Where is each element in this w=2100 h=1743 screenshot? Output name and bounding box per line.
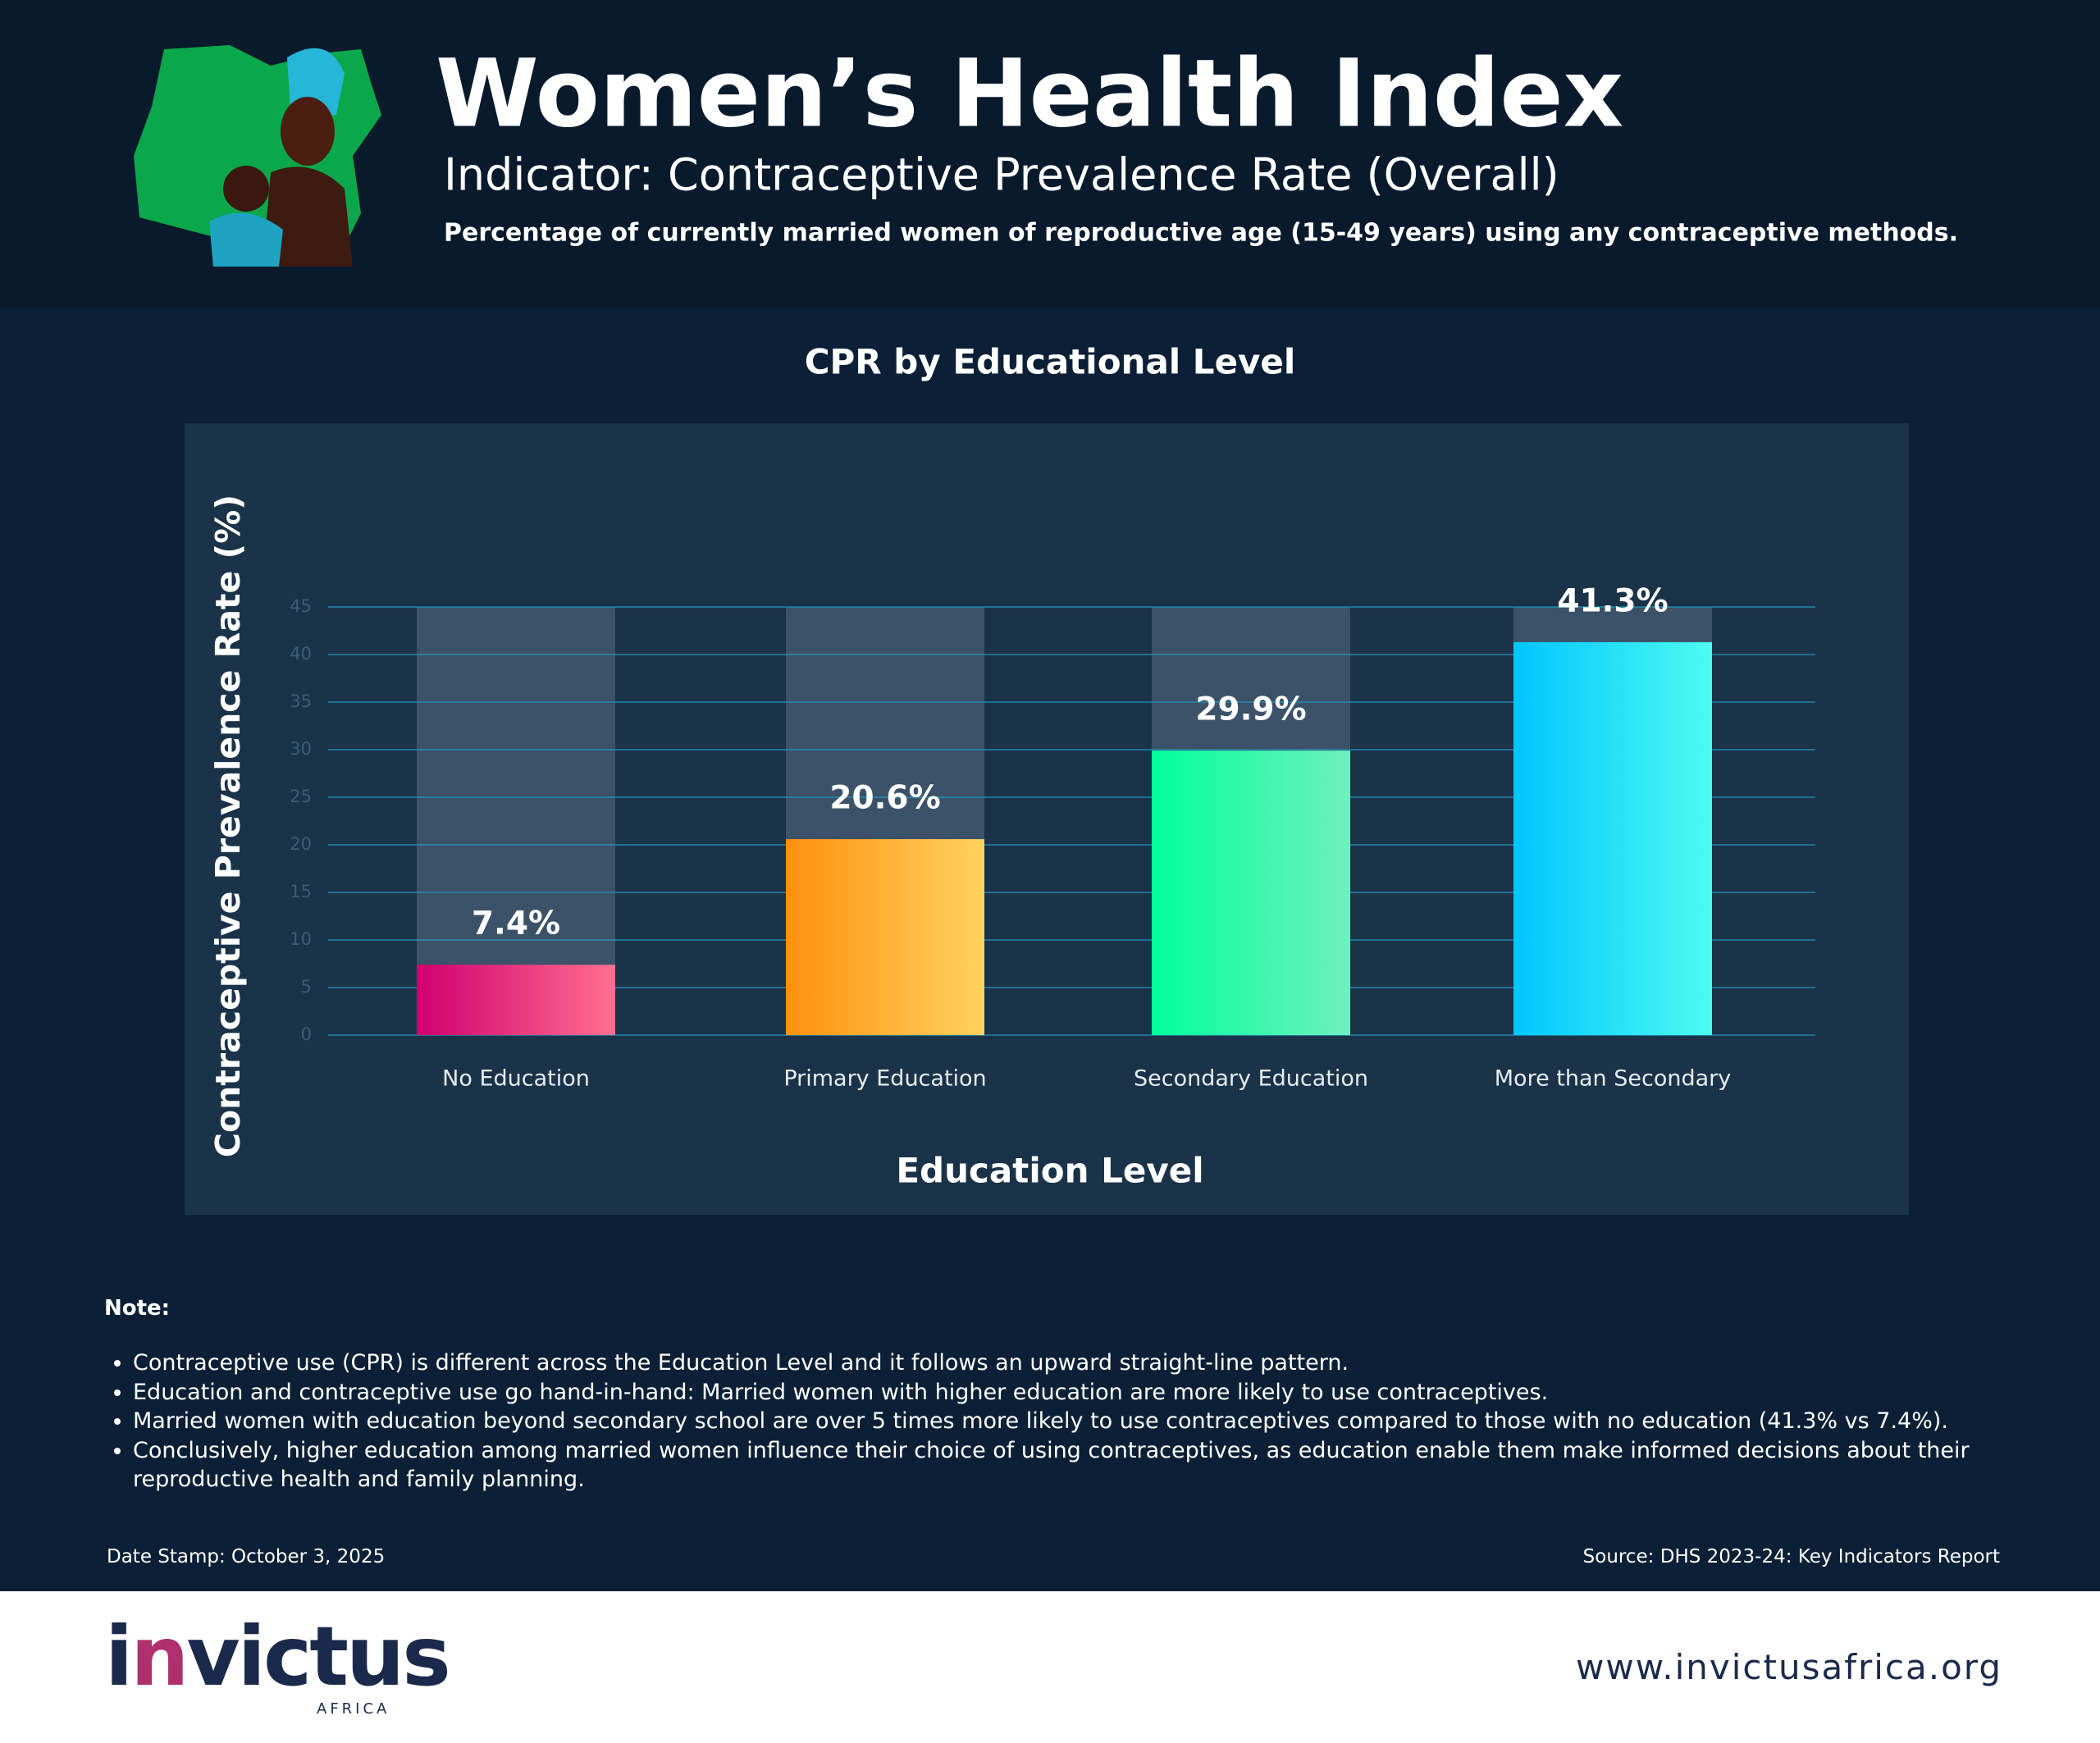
- source: Source: DHS 2023-24: Key Indicators Repo…: [1582, 1546, 2000, 1567]
- y-tick-label: 25: [290, 787, 312, 806]
- note-item: Married women with education beyond seco…: [133, 1407, 2007, 1436]
- note-item: Conclusively, higher education among mar…: [133, 1436, 2007, 1494]
- x-tick-label: Primary Education: [783, 1066, 986, 1092]
- page-title: Women’s Health Index: [436, 39, 1623, 148]
- chart-title: CPR by Educational Level: [805, 342, 1296, 382]
- illustration: [134, 45, 381, 267]
- value-label: 20.6%: [829, 780, 940, 817]
- y-tick-label: 10: [290, 929, 312, 949]
- y-tick-label: 35: [290, 691, 312, 711]
- y-axis-label: Contraceptive Prevalence Rate (%): [208, 495, 248, 1157]
- x-tick-label: More than Secondary: [1495, 1066, 1731, 1092]
- notes-list: Contraceptive use (CPR) is different acr…: [104, 1348, 2007, 1494]
- bar-track: [417, 607, 615, 1035]
- x-tick-label: No Education: [442, 1066, 590, 1092]
- bar: [786, 839, 984, 1035]
- footer: invictus AFRICA www.invictusafrica.org: [0, 1591, 2100, 1743]
- logo: invictus: [105, 1608, 451, 1704]
- y-tick-label: 30: [290, 739, 312, 759]
- value-label: 41.3%: [1557, 582, 1668, 619]
- notes-heading: Note:: [104, 1296, 171, 1321]
- description: Percentage of currently married women of…: [444, 219, 1958, 248]
- website: www.invictusafrica.org: [1576, 1647, 2002, 1687]
- y-tick-label: 40: [290, 644, 312, 664]
- x-tick-label: Secondary Education: [1134, 1066, 1368, 1092]
- note-item: Education and contraceptive use go hand-…: [133, 1378, 2007, 1408]
- y-tick-label: 5: [301, 977, 312, 997]
- y-tick-label: 45: [290, 596, 312, 616]
- y-tick-label: 0: [301, 1024, 312, 1044]
- notes: Note: Contraceptive use (CPR) is differe…: [104, 1296, 2007, 1494]
- bar: [1152, 751, 1350, 1035]
- y-tick-label: 20: [290, 834, 312, 854]
- chart: Women’s Health Index Indicator: Contrace…: [134, 39, 1959, 1215]
- subtitle: Indicator: Contraceptive Prevalence Rate…: [444, 149, 1559, 201]
- bar: [1513, 641, 1712, 1035]
- bar: [417, 965, 615, 1035]
- y-tick-label: 15: [290, 882, 312, 901]
- logo-tagline: AFRICA: [317, 1700, 390, 1718]
- date-stamp: Date Stamp: October 3, 2025: [107, 1546, 386, 1567]
- value-label: 29.9%: [1195, 691, 1306, 728]
- x-axis-label: Education Level: [896, 1151, 1203, 1191]
- note-item: Contraceptive use (CPR) is different acr…: [133, 1348, 2007, 1378]
- value-label: 7.4%: [472, 906, 560, 942]
